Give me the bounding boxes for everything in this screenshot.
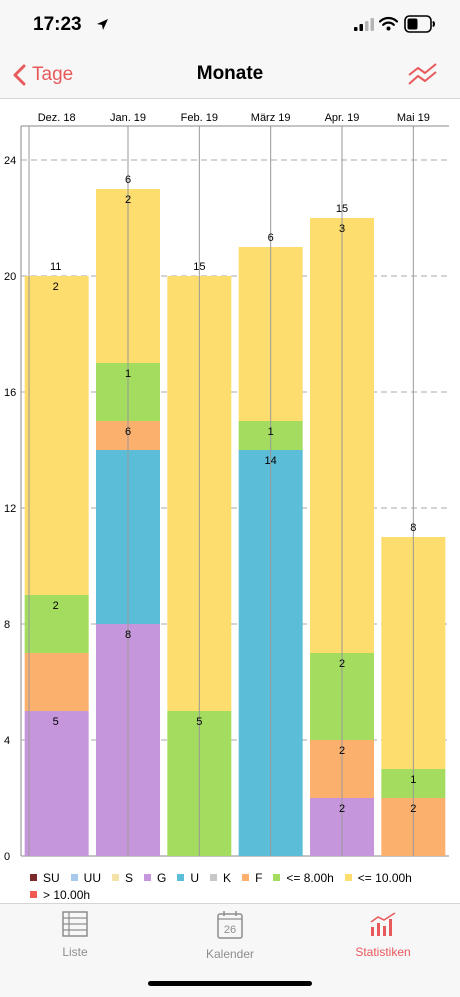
legend-swatch <box>242 874 250 881</box>
location-arrow-icon <box>97 19 108 30</box>
legend-label: <= 8.00h <box>286 870 334 885</box>
status-bar: 17:23 <box>0 0 460 52</box>
trend-chart-icon[interactable] <box>406 60 440 90</box>
data-label: 2 <box>339 803 345 815</box>
data-label: 6 <box>125 426 131 438</box>
cellular-signal-icon <box>354 18 374 31</box>
legend-swatch <box>70 874 78 881</box>
legend-label: K <box>223 870 232 885</box>
data-label: 15 <box>193 261 205 273</box>
data-label: 2 <box>339 745 345 757</box>
calendar-day-number: 26 <box>224 924 236 936</box>
legend-swatch <box>210 874 218 881</box>
page-title: Monate <box>196 63 264 84</box>
data-label: 1 <box>268 426 274 438</box>
list-icon <box>62 911 88 937</box>
legend-item: <= 10.00h <box>344 869 412 886</box>
data-label: 14 <box>265 455 277 467</box>
y-tick-label: 0 <box>4 851 10 863</box>
x-tick-label: Apr. 19 <box>325 112 360 124</box>
legend-item: G <box>144 869 166 886</box>
legend-item: S <box>112 869 133 886</box>
bar-segment <box>24 711 89 856</box>
data-label: 2 <box>410 803 416 815</box>
back-button[interactable]: Tage <box>12 60 73 90</box>
y-tick-label: 4 <box>4 735 10 747</box>
legend-label: > 10.00h <box>43 887 91 902</box>
legend-label: S <box>125 870 134 885</box>
navigation-bar: Tage Monate <box>0 52 460 99</box>
data-label: 6 <box>125 174 131 186</box>
legend-item: F <box>242 869 262 886</box>
home-indicator <box>148 981 312 986</box>
legend-label: <= 10.00h <box>357 870 412 885</box>
y-tick-label: 12 <box>4 503 16 515</box>
statistics-icon <box>370 912 396 936</box>
legend-item: UU <box>70 869 102 886</box>
legend-swatch <box>344 874 352 881</box>
legend-swatch <box>30 891 37 898</box>
data-label: 2 <box>339 658 345 670</box>
back-button-label: Tage <box>32 64 74 85</box>
tab-kalender[interactable]: 26 Kalender <box>170 910 290 961</box>
x-tick-label: März 19 <box>251 112 291 124</box>
chart-legend: SU UU S G U K F <= 8.00h <= 10.00h > 10.00h <box>30 869 440 903</box>
legend-item: K <box>210 869 231 886</box>
data-label: 11 <box>50 261 61 273</box>
bar-segment <box>24 595 89 653</box>
y-tick-label: 20 <box>4 271 16 283</box>
y-tick-label: 8 <box>4 619 10 631</box>
data-label: 5 <box>196 716 202 728</box>
legend-item: U <box>177 869 199 886</box>
calendar-icon: 26 <box>217 911 243 939</box>
data-label: 5 <box>53 716 59 728</box>
data-label: 2 <box>125 194 131 206</box>
legend-item: <= 8.00h <box>273 869 334 886</box>
status-time: 17:23 <box>33 14 82 35</box>
y-tick-label: 24 <box>4 155 16 167</box>
x-tick-label: Jan. 19 <box>110 112 146 124</box>
data-label: 1 <box>410 774 416 786</box>
y-tick-label: 16 <box>4 387 16 399</box>
data-label: 6 <box>268 232 274 244</box>
data-label: 8 <box>410 522 416 534</box>
tab-statistiken-label: Statistiken <box>355 945 411 959</box>
battery-icon <box>404 15 435 33</box>
data-label: 1 <box>125 368 131 380</box>
data-label: 2 <box>53 281 59 293</box>
x-tick-label: Mai 19 <box>397 112 430 124</box>
legend-label: F <box>255 870 263 885</box>
tab-liste[interactable]: Liste <box>15 910 135 959</box>
bar-segment <box>24 276 89 595</box>
legend-item: > 10.00h <box>30 886 90 903</box>
tab-liste-label: Liste <box>62 945 88 959</box>
chevron-left-icon <box>13 64 26 86</box>
legend-label: UU <box>83 870 102 885</box>
legend-swatch <box>112 874 120 881</box>
legend-label: G <box>157 870 167 885</box>
legend-swatch <box>177 874 185 881</box>
data-label: 15 <box>336 203 348 215</box>
data-label: 2 <box>53 600 59 612</box>
x-tick-label: Feb. 19 <box>181 112 218 124</box>
bar-segment <box>24 653 89 711</box>
tab-statistiken[interactable]: Statistiken <box>323 910 443 959</box>
wifi-icon <box>379 16 398 31</box>
legend-swatch <box>273 874 281 881</box>
legend-item: SU <box>30 869 60 886</box>
data-label: 3 <box>339 223 345 235</box>
legend-swatch <box>30 874 37 881</box>
tab-kalender-label: Kalender <box>205 947 255 961</box>
legend-label: U <box>190 870 200 885</box>
legend-swatch <box>144 874 152 881</box>
data-label: 8 <box>125 629 131 641</box>
x-tick-label: Dez. 18 <box>38 112 76 124</box>
legend-label: SU <box>43 870 60 885</box>
